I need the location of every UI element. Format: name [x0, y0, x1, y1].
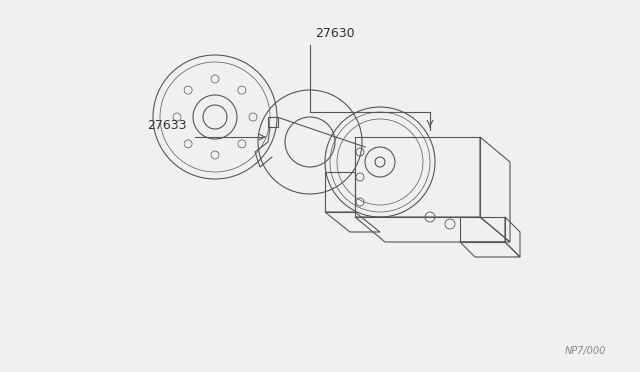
- Text: NP7/000: NP7/000: [565, 346, 606, 356]
- Text: 27633: 27633: [147, 119, 186, 132]
- Text: 27630: 27630: [315, 27, 355, 40]
